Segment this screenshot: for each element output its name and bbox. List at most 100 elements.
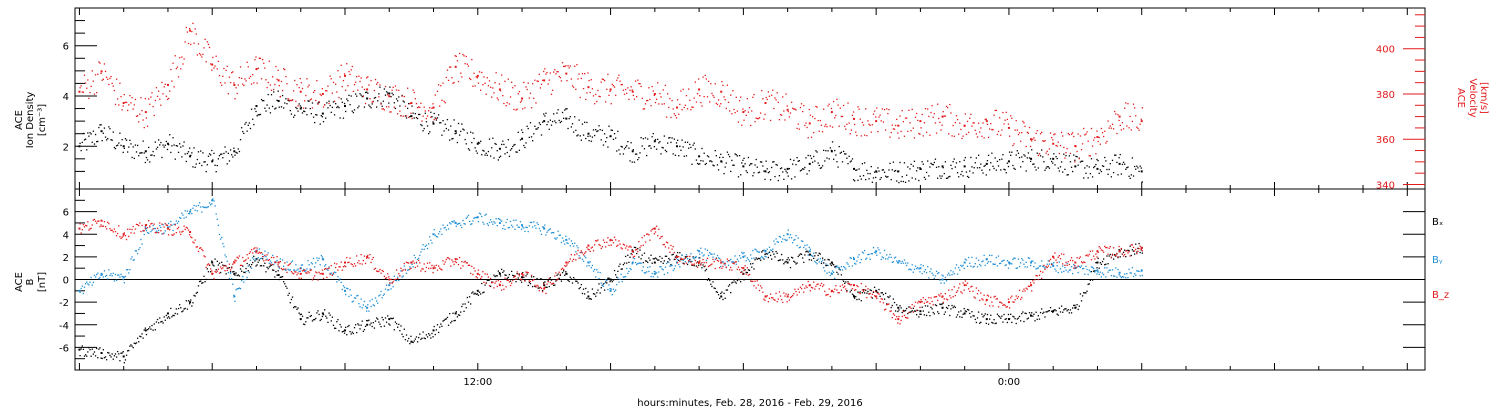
bz-trace xyxy=(437,265,440,267)
bx-point xyxy=(454,312,457,315)
by-trace xyxy=(451,220,453,223)
velocity-trace xyxy=(333,100,336,102)
bz-trace xyxy=(201,248,203,251)
by-trace xyxy=(691,260,693,263)
bx-trace xyxy=(779,259,782,261)
density-trace xyxy=(917,167,919,169)
bx-trace xyxy=(266,266,268,268)
by-trace xyxy=(734,255,736,257)
velocity-trace xyxy=(425,117,428,120)
by-trace xyxy=(277,265,279,268)
bz-trace xyxy=(609,239,611,242)
density-trace xyxy=(442,120,444,122)
bx-trace xyxy=(1119,256,1121,258)
bx-trace xyxy=(847,281,849,283)
bz-trace xyxy=(238,255,241,257)
density-trace xyxy=(1050,160,1053,163)
by-trace xyxy=(221,236,223,239)
density-trace xyxy=(495,143,497,146)
bz-trace xyxy=(647,233,649,235)
bz-trace xyxy=(846,291,848,293)
density-trace xyxy=(113,146,116,149)
by-trace xyxy=(883,249,886,252)
bz-trace xyxy=(558,271,560,273)
by-trace xyxy=(693,258,695,260)
density-point xyxy=(233,150,236,153)
bz-trace xyxy=(266,254,268,256)
density-point xyxy=(521,137,524,140)
bx-trace xyxy=(1136,251,1138,253)
by-trace xyxy=(623,276,626,278)
by-trace xyxy=(878,249,880,251)
by-trace xyxy=(411,263,413,266)
density-trace xyxy=(979,167,981,169)
bz-trace xyxy=(410,267,412,269)
velocity-trace xyxy=(979,131,981,133)
bx-trace xyxy=(465,307,467,309)
density-trace xyxy=(390,96,392,98)
velocity-trace xyxy=(730,94,732,96)
velocity-trace xyxy=(444,102,446,104)
velocity-trace xyxy=(410,112,412,114)
bz-point xyxy=(189,230,192,233)
density-trace xyxy=(668,137,670,139)
velocity-trace xyxy=(821,131,824,133)
by-trace xyxy=(599,271,601,274)
bz-trace xyxy=(624,247,627,249)
bz-trace xyxy=(808,284,810,287)
density-trace xyxy=(774,175,776,178)
by-trace xyxy=(445,229,447,231)
density-trace xyxy=(544,115,546,117)
velocity-trace xyxy=(320,94,322,97)
velocity-trace xyxy=(685,94,688,97)
bx-trace xyxy=(858,298,860,300)
bx-trace xyxy=(105,359,108,361)
bz-trace xyxy=(823,284,825,286)
density-trace xyxy=(332,101,335,103)
by-trace xyxy=(772,248,774,250)
by-trace xyxy=(1042,265,1044,268)
bx-trace xyxy=(370,322,372,324)
bz-trace xyxy=(640,245,642,247)
density-trace xyxy=(672,153,674,155)
velocity-trace xyxy=(525,86,527,88)
bz-trace xyxy=(358,260,360,262)
velocity-trace xyxy=(81,91,83,93)
bz-trace xyxy=(210,268,212,270)
bz-trace xyxy=(299,267,301,270)
by-trace xyxy=(849,257,851,259)
bx-trace xyxy=(661,257,663,259)
bx-trace xyxy=(872,291,875,294)
bx-trace xyxy=(499,275,502,277)
bz-trace xyxy=(136,224,139,226)
bx-trace xyxy=(977,311,980,313)
density-trace xyxy=(906,174,908,176)
bx-trace xyxy=(636,252,638,255)
by-trace xyxy=(295,264,297,266)
density-trace xyxy=(530,136,533,138)
bz-trace xyxy=(422,268,424,270)
by-trace xyxy=(815,261,817,264)
density-trace xyxy=(900,180,902,183)
by-trace xyxy=(486,223,488,225)
velocity-point xyxy=(919,120,922,123)
velocity-trace xyxy=(488,80,491,82)
density-trace xyxy=(599,129,601,131)
bz-trace xyxy=(618,240,620,242)
velocity-trace xyxy=(544,68,546,70)
bx-trace xyxy=(167,316,170,318)
velocity-trace xyxy=(328,102,330,105)
bx-trace xyxy=(648,257,650,259)
bx-trace xyxy=(92,353,95,355)
bz-trace xyxy=(820,282,823,285)
bz-trace xyxy=(532,279,534,282)
bz-trace xyxy=(144,227,147,230)
velocity-trace xyxy=(745,114,747,117)
by-trace xyxy=(1014,257,1016,260)
velocity-trace xyxy=(806,126,808,129)
density-trace xyxy=(1036,152,1038,154)
bx-trace xyxy=(667,261,669,263)
bx-trace xyxy=(1042,312,1044,315)
velocity-trace xyxy=(1099,143,1101,145)
bx-trace xyxy=(507,276,509,279)
